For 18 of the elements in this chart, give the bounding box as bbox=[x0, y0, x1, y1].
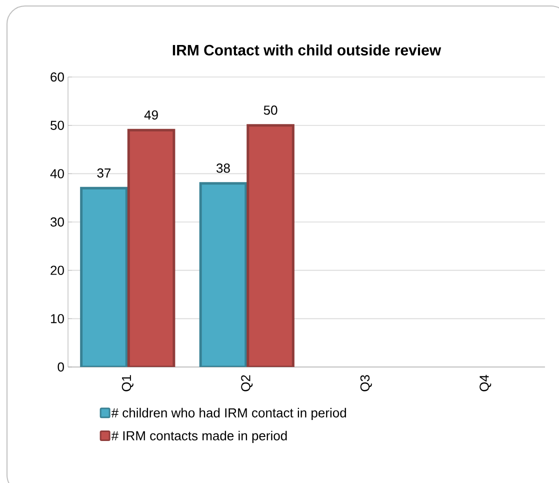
y-tick-label: 30 bbox=[50, 217, 64, 227]
y-tick-label: 40 bbox=[50, 169, 64, 178]
legend-label: # IRM contacts made in period bbox=[111, 430, 287, 443]
x-tick-label: Q2 bbox=[241, 375, 253, 392]
x-tick-label: Q4 bbox=[480, 374, 492, 392]
x-tick-label: Q3 bbox=[360, 375, 372, 392]
data-label: 49 bbox=[144, 110, 158, 120]
y-tick-label: 10 bbox=[51, 314, 64, 324]
data-label: 38 bbox=[216, 164, 230, 173]
data-label: 50 bbox=[264, 106, 278, 115]
y-tick-label: 20 bbox=[50, 266, 64, 275]
y-tick-label: 50 bbox=[50, 120, 64, 130]
data-label: 37 bbox=[97, 168, 111, 178]
x-tick-label: Q1 bbox=[122, 375, 134, 392]
y-tick-label: 60 bbox=[50, 72, 64, 82]
y-tick-label: 0 bbox=[58, 362, 64, 372]
chart-title: IRM Contact with child outside review bbox=[172, 44, 442, 56]
legend-label: # children who had IRM contact in period bbox=[111, 408, 346, 420]
